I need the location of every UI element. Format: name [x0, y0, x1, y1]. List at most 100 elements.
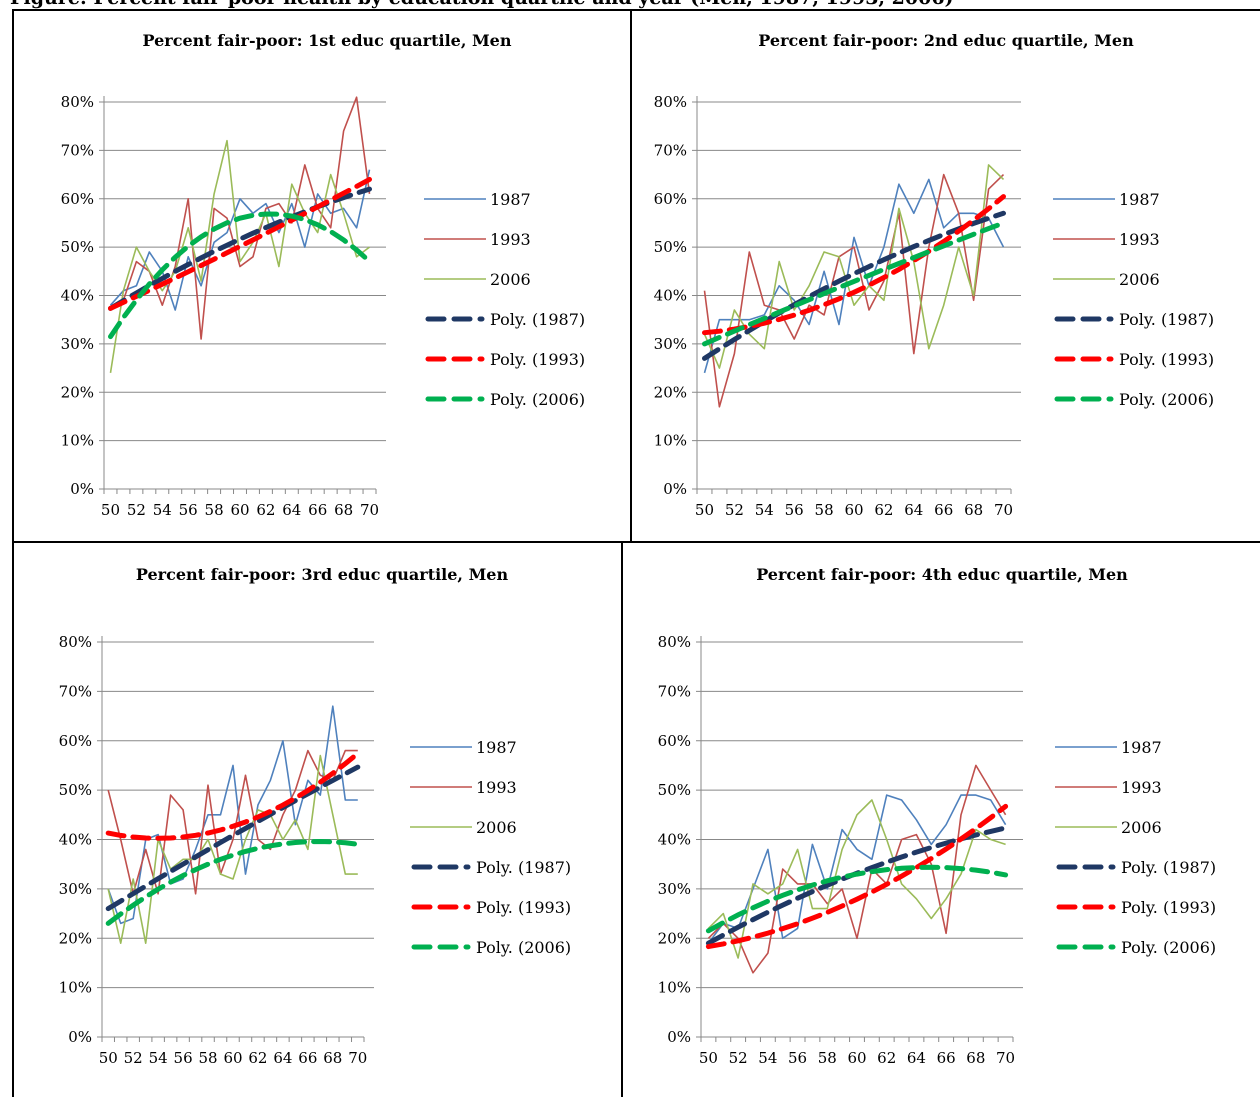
x-tick-label: 56: [788, 1049, 807, 1067]
x-tick-label: 50: [99, 1049, 118, 1067]
x-tick-label: 64: [273, 1049, 292, 1067]
figure-caption-text: Figure: Percent fair-poor health by educ…: [10, 0, 954, 9]
legend-label: 1987: [1119, 190, 1160, 209]
trend-line-poly2006: [108, 211, 372, 340]
chart-title: Percent fair-poor: 1st educ quartile, Me…: [143, 31, 512, 50]
x-tick-label: 52: [124, 1049, 143, 1067]
x-tick-label: 64: [907, 1049, 926, 1067]
x-tick-label: 50: [695, 501, 714, 519]
legend-label: Poly. (1993): [490, 350, 585, 369]
table-border-middle-v-top: [630, 9, 632, 541]
y-tick-label: 30%: [61, 335, 94, 353]
x-tick-label: 54: [149, 1049, 168, 1067]
x-tick-label: 52: [729, 1049, 748, 1067]
y-tick-label: 10%: [59, 979, 92, 997]
legend-label: 2006: [1121, 818, 1162, 837]
y-tick-label: 40%: [61, 287, 94, 305]
legend-label: 1993: [476, 778, 517, 797]
series-line-1987: [703, 178, 1005, 374]
table-border-middle-v-bottom: [621, 542, 623, 1097]
y-tick-label: 30%: [59, 880, 92, 898]
x-tick-label: 60: [223, 1049, 242, 1067]
trend-line-poly1987: [105, 764, 361, 912]
legend-label: Poly. (1993): [1119, 350, 1214, 369]
legend-label: Poly. (1987): [476, 858, 571, 877]
y-tick-label: 0%: [70, 480, 94, 498]
y-tick-label: 80%: [61, 93, 94, 111]
y-tick-label: 40%: [658, 831, 691, 849]
chart-panel-q3: Percent fair-poor: 3rd educ quartile, Me…: [22, 544, 620, 1097]
x-tick-label: 66: [298, 1049, 317, 1067]
y-tick-label: 50%: [61, 238, 94, 256]
x-tick-label: 62: [877, 1049, 896, 1067]
y-tick-label: 20%: [654, 383, 687, 401]
table-border-left: [12, 9, 14, 1097]
y-tick-label: 20%: [61, 383, 94, 401]
legend-label: 2006: [476, 818, 517, 837]
series-line-1993: [107, 749, 358, 895]
legend-label: 1987: [1121, 738, 1162, 757]
chart-title: Percent fair-poor: 2nd educ quartile, Me…: [758, 31, 1134, 50]
x-tick-label: 56: [785, 501, 804, 519]
trend-line-poly1987: [702, 210, 1006, 361]
x-tick-label: 70: [360, 501, 379, 519]
legend-label: 2006: [1119, 270, 1160, 289]
y-tick-label: 80%: [658, 633, 691, 651]
y-tick-label: 80%: [654, 93, 687, 111]
x-tick-label: 62: [256, 501, 275, 519]
x-tick-label: 52: [127, 501, 146, 519]
x-tick-label: 56: [179, 501, 198, 519]
x-tick-label: 50: [699, 1049, 718, 1067]
x-tick-label: 54: [758, 1049, 777, 1067]
series-line-2006: [109, 139, 370, 374]
table-border-middle-h: [12, 541, 1260, 543]
series-line-2006: [707, 799, 1006, 959]
y-tick-label: 60%: [61, 190, 94, 208]
trend-line-poly2006: [702, 220, 1006, 347]
legend-label: Poly. (1987): [1119, 310, 1214, 329]
y-tick-label: 70%: [61, 141, 94, 159]
x-tick-label: 60: [844, 501, 863, 519]
y-tick-label: 70%: [658, 682, 691, 700]
y-tick-label: 20%: [658, 929, 691, 947]
trend-line-poly1993: [702, 194, 1006, 336]
y-tick-label: 0%: [663, 480, 687, 498]
figure-caption-fragment: Figure: Percent fair-poor health by educ…: [0, 0, 1260, 10]
legend-label: Poly. (2006): [1119, 390, 1214, 409]
chart-panel-q2: Percent fair-poor: 2nd educ quartile, Me…: [633, 12, 1260, 539]
x-tick-label: 58: [199, 1049, 218, 1067]
y-tick-label: 20%: [59, 929, 92, 947]
series-line-1987: [107, 705, 358, 925]
legend-label: 2006: [490, 270, 531, 289]
trend-line-poly1993: [105, 750, 361, 841]
y-tick-label: 50%: [59, 781, 92, 799]
legend-label: Poly. (1993): [1121, 898, 1216, 917]
x-tick-label: 54: [755, 501, 774, 519]
x-tick-label: 62: [248, 1049, 267, 1067]
y-tick-label: 50%: [658, 781, 691, 799]
x-tick-label: 58: [818, 1049, 837, 1067]
x-tick-label: 70: [994, 501, 1013, 519]
y-tick-label: 50%: [654, 238, 687, 256]
x-tick-label: 68: [323, 1049, 342, 1067]
trend-line-poly1993: [705, 803, 1009, 950]
y-tick-label: 10%: [658, 979, 691, 997]
table-border-top: [12, 9, 1260, 11]
series-line-1993: [707, 764, 1007, 974]
x-tick-label: 66: [937, 1049, 956, 1067]
chart-title: Percent fair-poor: 3rd educ quartile, Me…: [136, 565, 509, 584]
y-tick-label: 60%: [658, 732, 691, 750]
legend-label: 1987: [476, 738, 517, 757]
x-tick-label: 70: [348, 1049, 367, 1067]
x-tick-label: 58: [815, 501, 834, 519]
legend-label: 1993: [1121, 778, 1162, 797]
series-line-1987: [707, 794, 1007, 944]
series-line-2006: [703, 164, 1005, 369]
chart-panel-q4: Percent fair-poor: 4th educ quartile, Me…: [625, 544, 1260, 1097]
legend-label: Poly. (2006): [1121, 938, 1216, 957]
y-tick-label: 70%: [654, 141, 687, 159]
x-tick-label: 64: [282, 501, 301, 519]
x-tick-label: 52: [725, 501, 744, 519]
y-tick-label: 0%: [68, 1028, 92, 1046]
